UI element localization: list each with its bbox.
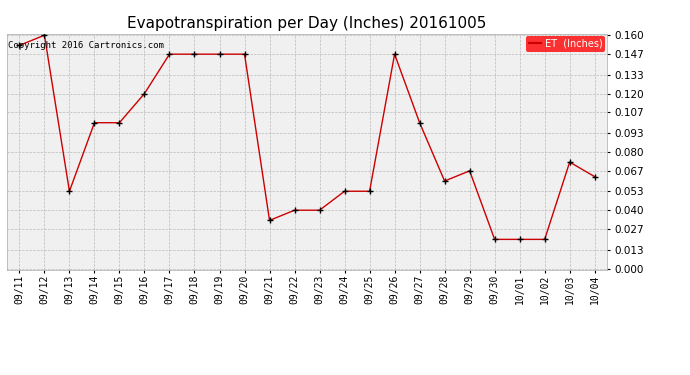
Text: Copyright 2016 Cartronics.com: Copyright 2016 Cartronics.com [8, 41, 164, 50]
Legend: ET  (Inches): ET (Inches) [526, 36, 605, 51]
Title: Evapotranspiration per Day (Inches) 20161005: Evapotranspiration per Day (Inches) 2016… [128, 16, 486, 31]
